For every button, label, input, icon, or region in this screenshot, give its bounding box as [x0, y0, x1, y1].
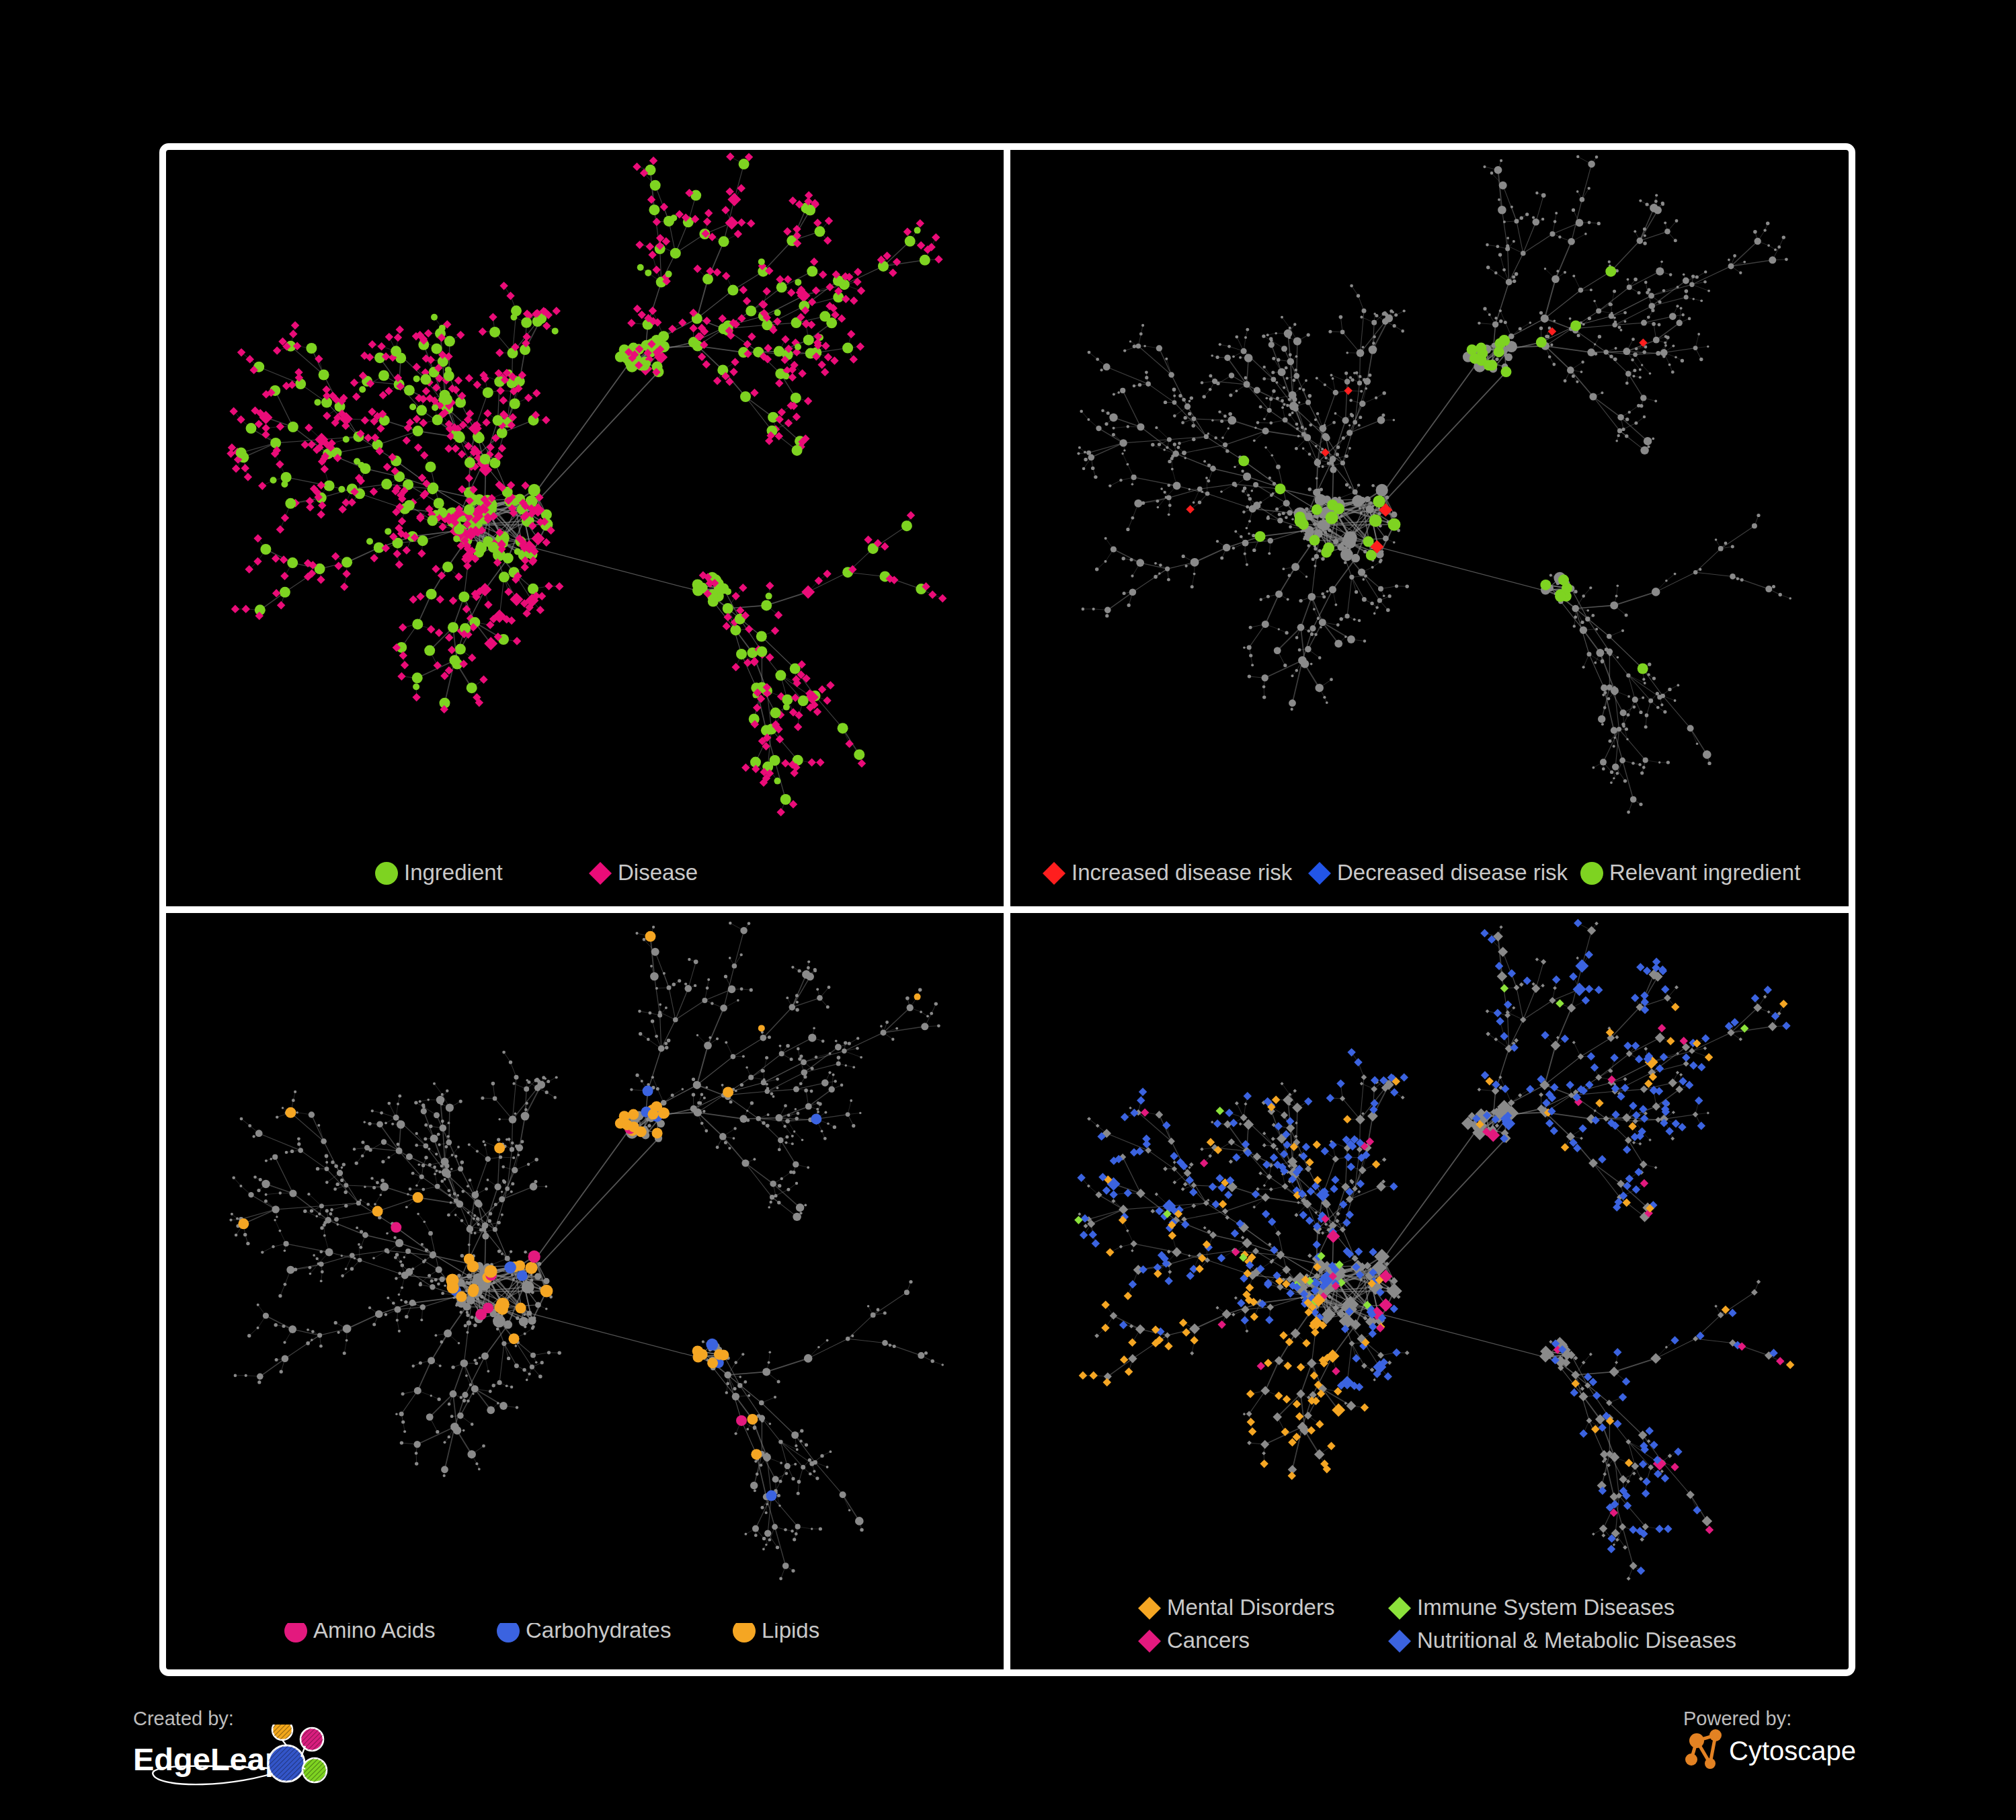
svg-text:Cytoscape: Cytoscape: [1729, 1736, 1856, 1766]
svg-text:Lipids: Lipids: [762, 1623, 819, 1643]
svg-text:Immune System Diseases: Immune System Diseases: [1417, 1595, 1675, 1620]
svg-text:Decreased disease risk: Decreased disease risk: [1337, 860, 1568, 885]
svg-text:Ingredient: Ingredient: [404, 860, 503, 885]
svg-text:Nutritional & Metabolic Diseas: Nutritional & Metabolic Diseases: [1417, 1628, 1736, 1653]
svg-text:Mental Disorders: Mental Disorders: [1167, 1595, 1334, 1620]
svg-text:EdgeLeap: EdgeLeap: [133, 1741, 284, 1777]
svg-text:Amino Acids: Amino Acids: [313, 1623, 436, 1643]
svg-text:Relevant ingredient: Relevant ingredient: [1609, 860, 1800, 885]
svg-text:Cancers: Cancers: [1167, 1628, 1250, 1653]
svg-text:Increased disease risk: Increased disease risk: [1072, 860, 1293, 885]
svg-text:Disease: Disease: [618, 860, 698, 885]
svg-text:Carbohydrates: Carbohydrates: [526, 1623, 671, 1643]
